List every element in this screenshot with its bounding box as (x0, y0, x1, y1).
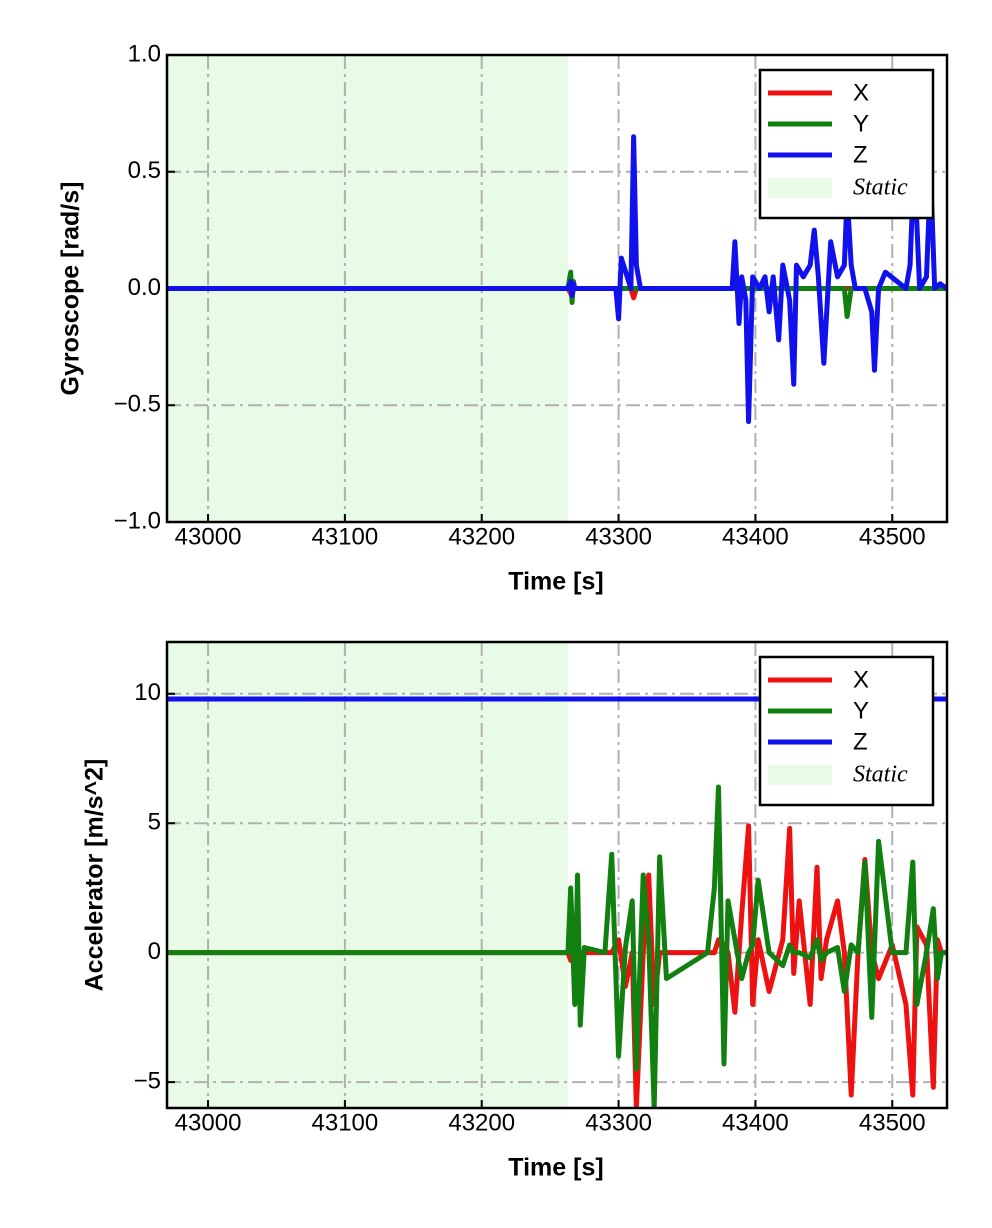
y-tick-label: 10 (134, 679, 161, 706)
legend-label: Y (853, 110, 869, 137)
y-tick-label: 0.5 (128, 157, 161, 184)
plot-frame (165, 53, 949, 524)
legend-label: X (853, 79, 869, 106)
x-tick-label: 43000 (175, 1109, 242, 1136)
series-line (167, 784, 947, 1108)
subplot: 43000 43100 43200 43300 43400 43500 −1.0 −0.5 0.… (57, 40, 949, 596)
static-span (167, 642, 568, 1108)
y-tick-label: 1.0 (128, 40, 161, 67)
legend-swatch (768, 765, 832, 785)
legend-label: Static (853, 762, 908, 788)
y-tick-label: 5 (148, 809, 161, 836)
x-tick-label: 43400 (722, 1109, 789, 1136)
x-tick-label: 43200 (448, 523, 515, 550)
x-tick-label: 43400 (722, 523, 789, 550)
x-tick-label: 43300 (585, 523, 652, 550)
y-axis-label: Gyroscope [rad/s] (57, 182, 85, 396)
y-tick-label: 0.0 (128, 274, 161, 301)
x-tick-label: 43200 (448, 1109, 515, 1136)
x-tick-label: 43000 (175, 523, 242, 550)
subplot: 43000 43100 43200 43300 43400 43500 −5 0 5 10 Time… (81, 640, 949, 1182)
legend-label: X (853, 666, 869, 693)
legend: XYZ Static (758, 68, 935, 220)
x-axis-label: Time [s] (508, 568, 603, 596)
legend: XYZ Static (758, 655, 935, 807)
y-tick-label: 0 (148, 938, 161, 965)
series-line (167, 134, 947, 425)
legend-label: Z (853, 141, 868, 168)
x-tick-label: 43500 (859, 1109, 926, 1136)
legend-label: Static (853, 175, 908, 201)
x-axis-label: Time [s] (508, 1154, 603, 1182)
x-tick-label: 43300 (585, 1109, 652, 1136)
legend-swatch (768, 178, 832, 198)
y-tick-label: −0.5 (114, 391, 161, 418)
x-tick-label: 43100 (312, 1109, 379, 1136)
x-tick-label: 43500 (859, 523, 926, 550)
legend-label: Y (853, 697, 869, 724)
y-axis-label: Accelerator [m/s^2] (81, 759, 109, 992)
x-tick-label: 43100 (312, 523, 379, 550)
y-tick-label: −5 (134, 1067, 161, 1094)
y-tick-label: −1.0 (114, 507, 161, 534)
legend-label: Z (853, 728, 868, 755)
plot-frame (165, 640, 949, 1110)
